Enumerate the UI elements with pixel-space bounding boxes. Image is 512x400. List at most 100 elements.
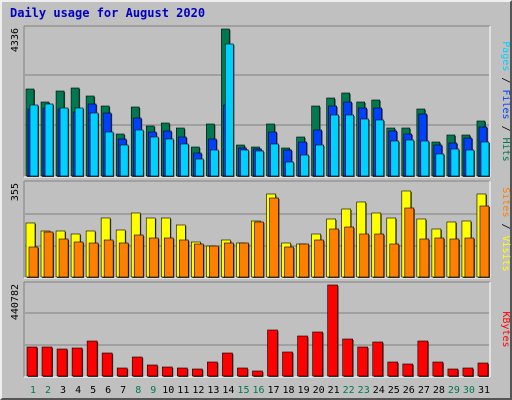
x-tick-label-31: 31 xyxy=(478,385,490,396)
legend-sites-visits: Sites / Visits xyxy=(500,187,511,271)
sites-bar-5 xyxy=(88,242,99,278)
kbytes-bar-23 xyxy=(357,346,369,377)
pages-bar-4 xyxy=(74,107,84,177)
pages-bar-6 xyxy=(104,131,114,177)
pages-bar-23 xyxy=(360,118,370,177)
sites-bar-24 xyxy=(374,233,385,278)
x-tick-label-30: 30 xyxy=(463,385,475,396)
sites-bar-12 xyxy=(194,243,204,278)
x-tick-label-11: 11 xyxy=(177,385,189,396)
pages-bar-16 xyxy=(255,150,264,177)
pages-bar-17 xyxy=(270,143,279,177)
pages-bar-9 xyxy=(149,136,159,177)
sites-bar-13 xyxy=(209,245,219,278)
x-tick-label-19: 19 xyxy=(298,385,310,396)
kbytes-bar-1 xyxy=(26,346,38,377)
x-tick-label-17: 17 xyxy=(267,385,279,396)
x-tick-label-24: 24 xyxy=(373,385,385,396)
chart-title: Daily usage for August 2020 xyxy=(10,6,206,20)
sites-bar-23 xyxy=(359,233,370,278)
x-tick-label-12: 12 xyxy=(192,385,204,396)
pages-bar-22 xyxy=(345,114,354,177)
legend-sites-visits-visits: Visits xyxy=(500,236,511,272)
pages-bar-20 xyxy=(315,144,324,177)
kbytes-bar-31 xyxy=(477,362,489,377)
pages-bar-3 xyxy=(59,107,69,177)
pages-bar-19 xyxy=(300,154,309,177)
pages-bar-18 xyxy=(285,161,294,177)
x-tick-label-20: 20 xyxy=(313,385,325,396)
pages-bar-13 xyxy=(210,149,219,177)
kbytes-bar-7 xyxy=(116,367,128,377)
sites-bar-29 xyxy=(449,238,460,278)
pages-bar-24 xyxy=(375,119,385,177)
legend-sites-visits-separator-0: / xyxy=(500,217,511,235)
sites-bar-20 xyxy=(314,239,324,278)
x-tick-label-15: 15 xyxy=(237,385,249,396)
sites-bar-31 xyxy=(479,205,490,278)
sites-bar-28 xyxy=(434,237,445,278)
kbytes-bar-18 xyxy=(282,351,293,377)
legend-pages-files-hits-pages: Pages xyxy=(500,41,511,71)
kbytes-bar-4 xyxy=(71,347,83,377)
pages-bar-10 xyxy=(164,138,174,177)
sites-bar-8 xyxy=(133,234,144,278)
x-tick-label-6: 6 xyxy=(105,385,111,396)
sites-bar-15 xyxy=(239,242,249,278)
x-tick-label-4: 4 xyxy=(75,385,81,396)
ymax-label-visits: 355 xyxy=(10,183,21,201)
pages-bar-7 xyxy=(119,144,129,177)
x-tick-label-3: 3 xyxy=(60,385,66,396)
x-tick-label-25: 25 xyxy=(388,385,400,396)
kbytes-bar-20 xyxy=(312,331,323,377)
legend-pages-files-hits-hits: Hits xyxy=(500,138,511,162)
pages-bar-27 xyxy=(420,140,430,177)
x-tick-label-9: 9 xyxy=(150,385,156,396)
x-tick-label-5: 5 xyxy=(90,385,96,396)
kbytes-bar-14 xyxy=(222,352,233,377)
x-tick-label-13: 13 xyxy=(207,385,219,396)
x-tick-label-8: 8 xyxy=(135,385,141,396)
sites-bar-16 xyxy=(254,221,264,278)
sites-bar-26 xyxy=(404,207,415,278)
pages-bar-1 xyxy=(29,104,39,177)
sites-bar-25 xyxy=(389,243,400,278)
sites-bar-7 xyxy=(118,242,129,278)
x-tick-label-10: 10 xyxy=(162,385,174,396)
kbytes-bar-11 xyxy=(177,367,188,377)
pages-bar-28 xyxy=(435,153,445,177)
kbytes-bar-27 xyxy=(417,340,429,377)
kbytes-bar-15 xyxy=(237,367,248,377)
sites-bar-17 xyxy=(269,197,279,278)
kbytes-bar-22 xyxy=(342,338,353,377)
kbytes-bar-25 xyxy=(387,361,399,377)
sites-bar-22 xyxy=(344,226,354,278)
kbytes-bar-2 xyxy=(41,346,53,377)
ymax-label-hits: 4336 xyxy=(10,28,21,52)
sites-bar-3 xyxy=(58,238,69,278)
chart-bars xyxy=(25,28,490,377)
kbytes-bar-19 xyxy=(297,335,308,377)
chart-labels: 4336 355 440782 Pages / Files / Hits Sites /… xyxy=(10,28,511,396)
x-tick-label-16: 16 xyxy=(252,385,264,396)
legend-kbytes: KBytes xyxy=(500,311,511,347)
kbytes-bar-13 xyxy=(207,361,218,377)
x-tick-label-1: 1 xyxy=(30,385,36,396)
x-tick-label-14: 14 xyxy=(222,385,234,396)
kbytes-bar-24 xyxy=(372,341,384,377)
sites-bar-9 xyxy=(148,237,159,278)
sites-bar-30 xyxy=(464,237,475,278)
pages-bar-31 xyxy=(480,141,490,177)
ymax-label-kbytes: 440782 xyxy=(10,284,21,320)
x-tick-label-26: 26 xyxy=(403,385,415,396)
pages-bar-8 xyxy=(134,129,144,177)
x-tick-label-29: 29 xyxy=(448,385,460,396)
pages-bar-14 xyxy=(225,43,234,177)
pages-bar-11 xyxy=(180,143,189,177)
legend-pages-files-hits: Pages / Files / Hits xyxy=(500,41,511,161)
sites-bar-14 xyxy=(224,242,234,278)
pages-bar-26 xyxy=(405,139,415,177)
sites-bar-4 xyxy=(73,241,84,278)
x-tick-label-21: 21 xyxy=(328,385,340,396)
